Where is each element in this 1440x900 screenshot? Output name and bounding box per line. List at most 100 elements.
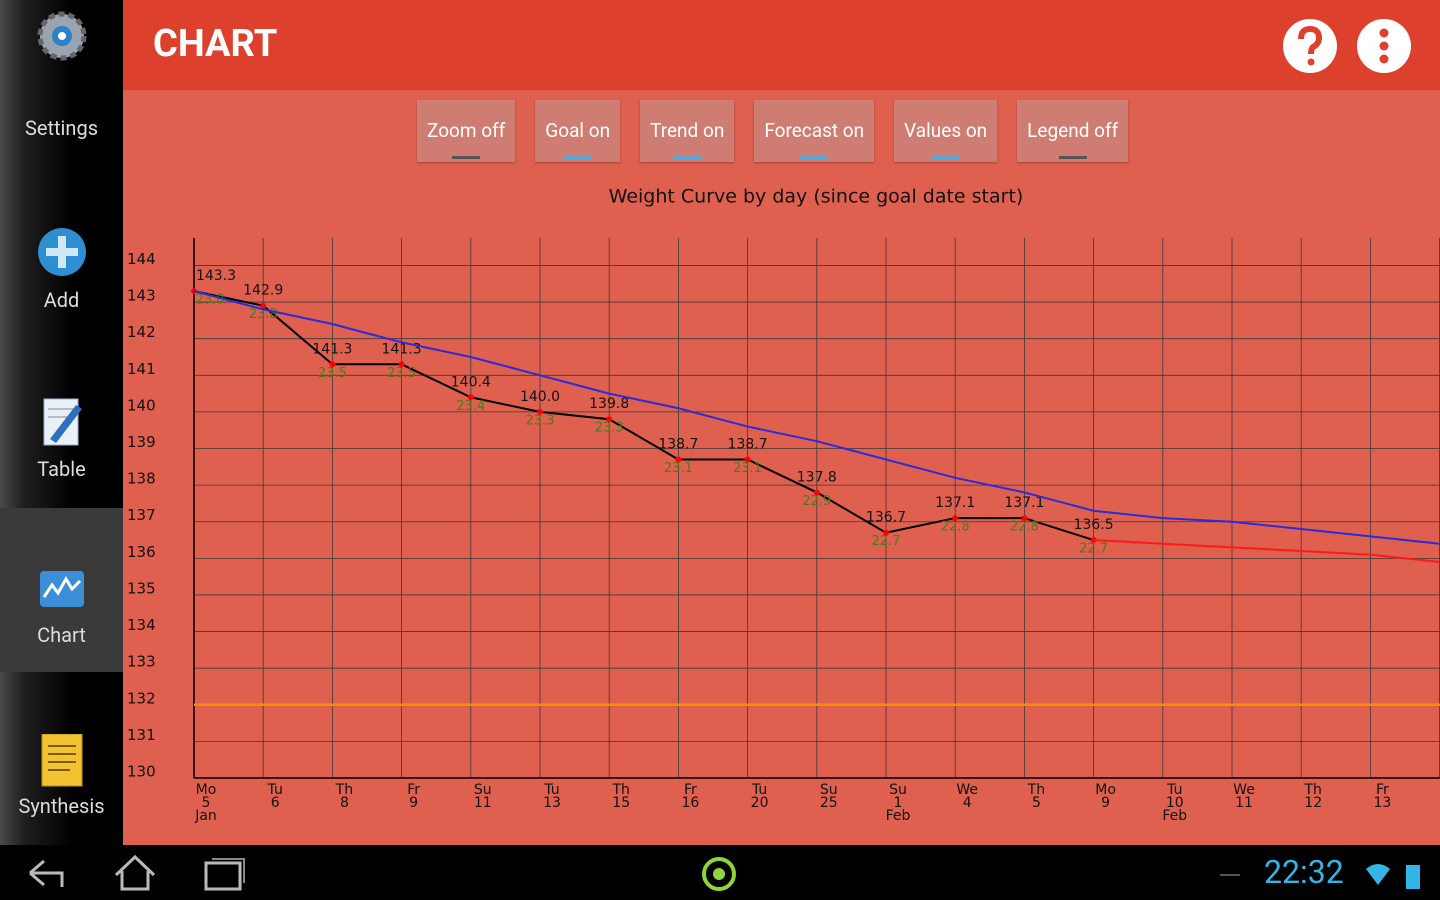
toggle-button[interactable]: Values on (894, 100, 998, 162)
x-tick-label: 9 (409, 795, 418, 811)
toggle-indicator (800, 156, 829, 159)
bmi-label: 23.1 (733, 461, 762, 476)
clock: 22:32 (1264, 853, 1344, 891)
value-label: 137.1 (935, 495, 975, 511)
value-label: 142.9 (243, 283, 283, 299)
chart-title: Weight Curve by day (since goal date sta… (609, 186, 1024, 208)
bmi-label: 23.3 (595, 421, 624, 436)
chart-icon (40, 571, 84, 607)
value-label: 138.7 (728, 436, 768, 452)
table-tab[interactable]: Table (0, 347, 123, 511)
bmi-label: 22.8 (941, 520, 970, 535)
y-tick-label: 136 (127, 543, 156, 561)
data-point (467, 394, 474, 401)
x-tick-label: Fr (1376, 782, 1389, 798)
wifi-icon (1366, 864, 1390, 885)
x-tick-label: Su (820, 782, 838, 798)
y-tick-label: 138 (127, 470, 156, 488)
x-tick-label: 13 (543, 795, 561, 811)
y-tick-label: 130 (127, 763, 156, 781)
x-tick-label: We (1233, 782, 1255, 798)
menu-button[interactable] (1355, 17, 1413, 75)
x-tick-label: Su (474, 782, 492, 798)
x-tick-label: Tu (543, 782, 559, 798)
data-point (329, 361, 336, 368)
app-button[interactable] (702, 857, 736, 891)
toggle-button[interactable]: Zoom off (417, 100, 516, 162)
bmi-label: 22.9 (802, 494, 831, 509)
x-tick-label: 13 (1373, 795, 1391, 811)
x-tick-label: Mo (196, 782, 217, 798)
tab-label: Add (43, 288, 80, 312)
x-tick-label: Mo (1095, 782, 1116, 798)
y-tick-label: 135 (127, 579, 156, 597)
add-icon (38, 228, 86, 276)
x-tick-label: Tu (751, 782, 767, 798)
bmi-label: 23.1 (664, 461, 693, 476)
settings-icon (37, 11, 87, 61)
synthesis-tab[interactable]: Synthesis (0, 684, 123, 848)
bmi-label: 23.3 (526, 413, 555, 428)
x-tick-label: 10 (1166, 795, 1184, 811)
data-point (744, 456, 751, 463)
toggle-indicator (1058, 156, 1087, 159)
value-label: 141.3 (382, 341, 422, 357)
settings-tab[interactable]: Settings (0, 10, 123, 174)
y-tick-label: 140 (127, 396, 156, 414)
tab-label: Table (37, 457, 86, 481)
y-tick-label: 143 (127, 287, 156, 305)
x-tick-label: 4 (963, 795, 972, 811)
value-label: 136.5 (1074, 517, 1114, 533)
y-tick-label: 139 (127, 433, 156, 451)
value-label: 139.8 (589, 396, 629, 412)
value-label: 138.7 (658, 436, 698, 452)
x-tick-label: We (956, 782, 978, 798)
value-label: 137.1 (1004, 495, 1044, 511)
toggle-button[interactable]: Goal on (535, 100, 621, 162)
y-tick-label: 144 (127, 250, 156, 268)
toggle-label: Trend on (650, 119, 725, 142)
toggle-label: Values on (904, 119, 988, 142)
value-label: 143.3 (196, 268, 236, 284)
series-line (193, 290, 1094, 541)
bmi-label: 23.5 (387, 366, 416, 381)
add-tab[interactable]: Add (0, 178, 123, 342)
x-tick-label: 11 (474, 795, 492, 811)
toggle-button[interactable]: Legend off (1017, 100, 1129, 162)
value-label: 140.4 (451, 374, 491, 390)
x-tick-label: Th (1303, 782, 1321, 798)
y-tick-label: 132 (127, 689, 156, 707)
x-tick-label: 5 (1032, 795, 1041, 811)
data-point (813, 489, 820, 496)
table-icon (43, 398, 82, 446)
home-button[interactable] (114, 854, 156, 891)
navigation-bar: 22:32 (0, 845, 1440, 900)
synthesis-icon (41, 734, 83, 787)
toggle-label: Zoom off (427, 119, 506, 142)
x-tick-label: Fr (684, 782, 697, 798)
x-tick-label: 9 (1101, 795, 1110, 811)
x-tick-label: Th (611, 782, 629, 798)
x-tick-label: Tu (267, 782, 283, 798)
bmi-label: 23.4 (456, 399, 485, 414)
screen-title: CHART (153, 22, 278, 66)
tab-label: Chart (37, 623, 86, 647)
toggle-indicator (931, 156, 960, 159)
toggle-button[interactable]: Trend on (640, 100, 735, 162)
toggle-bar: Zoom off Goal on Trend on Forecast on Values… (417, 100, 1129, 162)
x-tick-label: Fr (407, 782, 420, 798)
data-point (1021, 515, 1028, 522)
value-label: 140.0 (520, 389, 560, 405)
battery-icon (1406, 865, 1420, 889)
x-tick-label: Jan (194, 808, 217, 824)
bmi-label: 22.7 (872, 534, 901, 549)
back-button[interactable] (29, 859, 64, 887)
chart-tab[interactable]: Chart (0, 508, 123, 672)
recents-button[interactable] (204, 858, 245, 891)
y-tick-label: 131 (127, 726, 156, 744)
help-button[interactable] (1281, 17, 1339, 75)
x-tick-label: 1 (894, 795, 903, 811)
toggle-button[interactable]: Forecast on (754, 100, 875, 162)
x-tick-label: Feb (1162, 808, 1187, 824)
tab-label: Synthesis (18, 794, 105, 818)
